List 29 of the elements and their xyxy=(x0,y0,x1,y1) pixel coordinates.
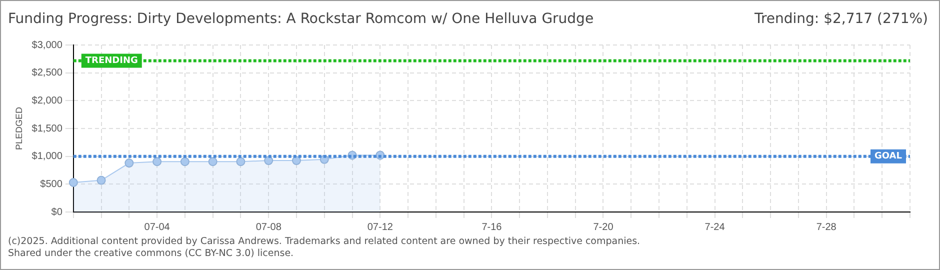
y-tick-label: $2,500 xyxy=(32,68,63,79)
point xyxy=(68,178,78,187)
x-tick-label: 7-24 xyxy=(704,222,726,233)
y-tick-label: $500 xyxy=(40,178,63,190)
y-tick-label: $0 xyxy=(51,206,63,218)
point xyxy=(152,157,162,166)
x-tick-label: 07-12 xyxy=(367,222,394,233)
y-tick-label: $2,000 xyxy=(32,95,63,106)
chart-title: Funding Progress: Dirty Developments: A Rockstar Romcom w/ One Helluva Grudge xyxy=(8,11,594,27)
point xyxy=(180,157,190,166)
text: Trending: $2,717 (271%) xyxy=(754,11,928,27)
point xyxy=(292,156,301,166)
point xyxy=(124,158,134,168)
y-tick-label: $1,000 xyxy=(32,151,63,162)
point xyxy=(208,157,218,166)
y-tick-label: $1,500 xyxy=(32,123,63,134)
y-axis-title: PLEDGED xyxy=(14,106,24,150)
x-tick-label: 7-28 xyxy=(816,222,837,233)
ref-line-label: GOAL xyxy=(874,152,902,162)
text: Shared under the creative commons (CC BY-NC 3.0) license. xyxy=(8,248,295,260)
point xyxy=(96,176,106,185)
x-tick-label: 07-04 xyxy=(144,222,170,233)
y-tick-label: $3,000 xyxy=(32,40,63,51)
x-tick-label: 07-08 xyxy=(256,222,282,233)
text: (c)2025. Additional content provided by Carissa Andrews. Trademarks and related content are owned by their respective companies. xyxy=(8,236,640,248)
ref-line-label: TRENDING xyxy=(85,56,138,66)
point xyxy=(236,157,246,166)
x-tick-label: 7-20 xyxy=(593,222,614,233)
x-tick-label: 7-16 xyxy=(482,222,502,233)
